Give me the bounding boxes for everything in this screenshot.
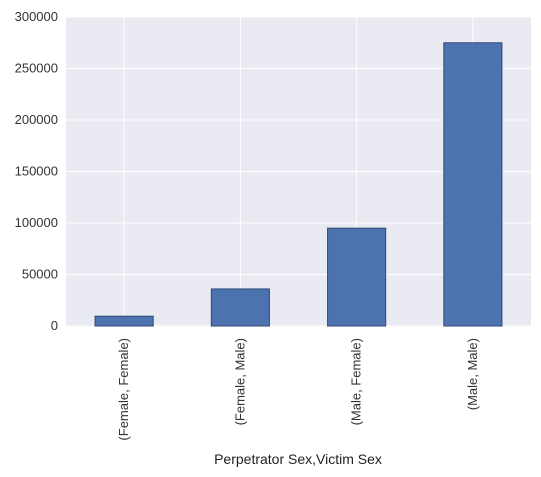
x-tick-label: (Male, Male) (465, 338, 480, 410)
y-tick-label: 150000 (15, 164, 58, 179)
y-tick-label: 300000 (15, 9, 58, 24)
y-tick-label: 100000 (15, 215, 58, 230)
y-tick-labels: 0 50000 100000 150000 200000 250000 300000 (15, 9, 58, 333)
y-tick-label: 0 (51, 318, 58, 333)
x-axis-label: Perpetrator Sex,Victim Sex (214, 451, 382, 467)
bars (94, 42, 503, 327)
x-tick-label: (Female, Female) (116, 338, 131, 441)
y-tick-label: 50000 (22, 267, 58, 282)
x-tick-label: (Male, Female) (349, 338, 364, 425)
bar (94, 315, 154, 327)
bar (327, 227, 387, 327)
y-tick-label: 200000 (15, 112, 58, 127)
x-tick-label: (Female, Male) (232, 338, 247, 425)
y-tick-label: 250000 (15, 61, 58, 76)
bar (210, 288, 270, 327)
bar (443, 42, 503, 327)
x-tick-labels: (Female, Female) (Female, Male) (Male, Fem… (116, 338, 480, 441)
